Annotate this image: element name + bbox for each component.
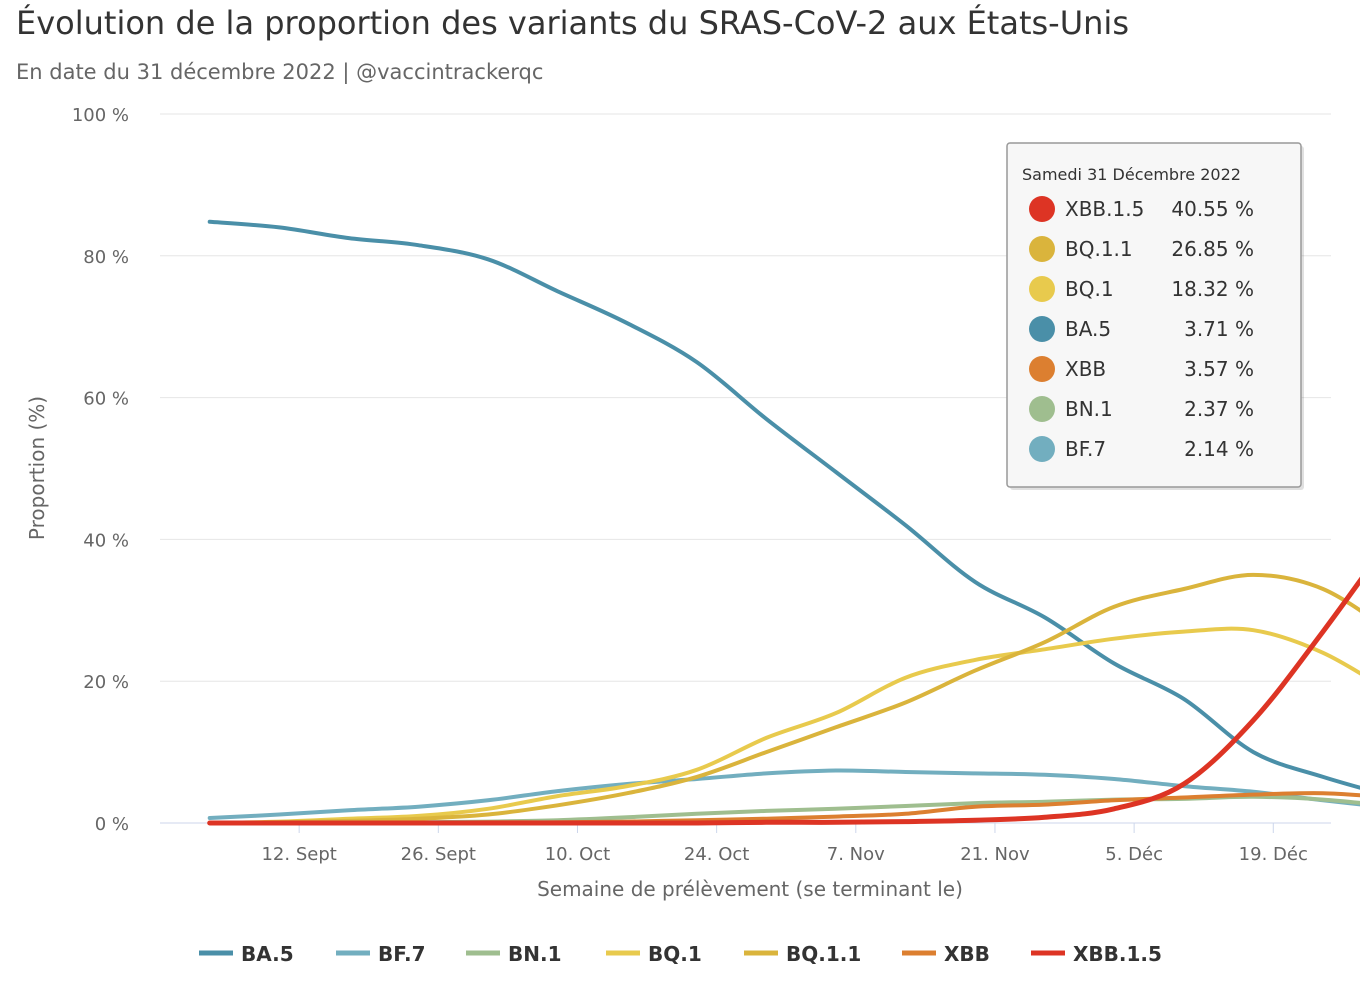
tooltip-series-value: 2.37 % [1184, 397, 1254, 421]
legend-label: BQ.1 [648, 942, 702, 966]
x-tick-label: 10. Oct [545, 844, 610, 865]
y-tick-label: 100 % [72, 105, 129, 126]
tooltip-box [1006, 142, 1302, 488]
y-tick-label: 0 % [95, 814, 129, 835]
chart-title: Évolution de la proportion des variants … [16, 4, 1129, 42]
x-tick-label: 12. Sept [261, 844, 336, 865]
x-tick-label: 26. Sept [401, 844, 476, 865]
legend-label: BF.7 [378, 942, 425, 966]
tooltip-series-value: 3.71 % [1184, 317, 1254, 341]
x-tick-label: 24. Oct [684, 844, 749, 865]
y-axis-ticks: 0 % 20 % 40 % 60 % 80 % 100 % [72, 105, 129, 835]
y-tick-label: 20 % [83, 672, 129, 693]
tooltip-series-name: BA.5 [1065, 317, 1111, 341]
tooltip-series-name: BQ.1 [1065, 277, 1114, 301]
x-tick-label: 5. Déc [1105, 844, 1163, 865]
tooltip-series-name: XBB.1.5 [1065, 197, 1144, 221]
tooltip-series-value: 40.55 % [1171, 197, 1254, 221]
legend-label: XBB.1.5 [1073, 942, 1162, 966]
legend-item-xbb[interactable]: XBB [902, 942, 990, 966]
x-axis: 12. Sept 26. Sept 10. Oct 24. Oct 7. Nov 21. … [261, 823, 1308, 865]
tooltip-series-value: 26.85 % [1171, 237, 1254, 261]
tooltip-series-value: 2.14 % [1184, 437, 1254, 461]
series-line-xbb-1-5[interactable] [207, 536, 1360, 826]
series-lines[interactable] [207, 219, 1360, 826]
series-line-bq-1-1[interactable] [207, 572, 1360, 825]
legend-item-ba-5[interactable]: BA.5 [199, 942, 294, 966]
tooltip: Samedi 31 Décembre 2022 XBB.1.5 40.55 % BQ.… [1006, 142, 1304, 490]
x-tick-label: 7. Nov [827, 844, 885, 865]
tooltip-swatch [1029, 356, 1055, 382]
legend-label: BQ.1.1 [786, 942, 861, 966]
legend-item-bn-1[interactable]: BN.1 [466, 942, 562, 966]
tooltip-series-value: 18.32 % [1171, 277, 1254, 301]
tooltip-swatch [1029, 316, 1055, 342]
x-tick-label: 19. Déc [1239, 844, 1308, 865]
tooltip-series-name: XBB [1065, 357, 1106, 381]
legend-item-bq-1[interactable]: BQ.1 [606, 942, 702, 966]
x-axis-title: Semaine de prélèvement (se terminant le) [537, 877, 963, 901]
legend-item-xbb-1-5[interactable]: XBB.1.5 [1031, 942, 1162, 966]
series-line-bf-7[interactable] [207, 768, 1360, 820]
legend-item-bf-7[interactable]: BF.7 [336, 942, 425, 966]
tooltip-series-value: 3.57 % [1184, 357, 1254, 381]
x-tick-label: 21. Nov [960, 844, 1030, 865]
legend-item-bq-1-1[interactable]: BQ.1.1 [744, 942, 861, 966]
tooltip-swatch [1029, 276, 1055, 302]
series-line-ba-5[interactable] [207, 219, 1360, 797]
legend[interactable]: BA.5 BF.7 BN.1 BQ.1 BQ.1.1 XBB XBB.1.5 [199, 942, 1162, 966]
tooltip-series-name: BQ.1.1 [1065, 237, 1133, 261]
tooltip-swatch [1029, 236, 1055, 262]
y-axis-title: Proportion (%) [25, 396, 49, 540]
y-tick-label: 40 % [83, 530, 129, 551]
legend-label: XBB [944, 942, 990, 966]
tooltip-swatch [1029, 396, 1055, 422]
tooltip-series-name: BF.7 [1065, 437, 1106, 461]
chart-subtitle: En date du 31 décembre 2022 | @vaccintra… [16, 60, 544, 84]
y-tick-label: 80 % [83, 247, 129, 268]
y-tick-label: 60 % [83, 389, 129, 410]
legend-label: BN.1 [508, 942, 562, 966]
tooltip-swatch [1029, 436, 1055, 462]
tooltip-swatch [1029, 196, 1055, 222]
tooltip-date: Samedi 31 Décembre 2022 [1022, 165, 1241, 184]
legend-label: BA.5 [241, 942, 294, 966]
series-line-bq-1[interactable] [207, 626, 1360, 825]
tooltip-series-name: BN.1 [1065, 397, 1113, 421]
